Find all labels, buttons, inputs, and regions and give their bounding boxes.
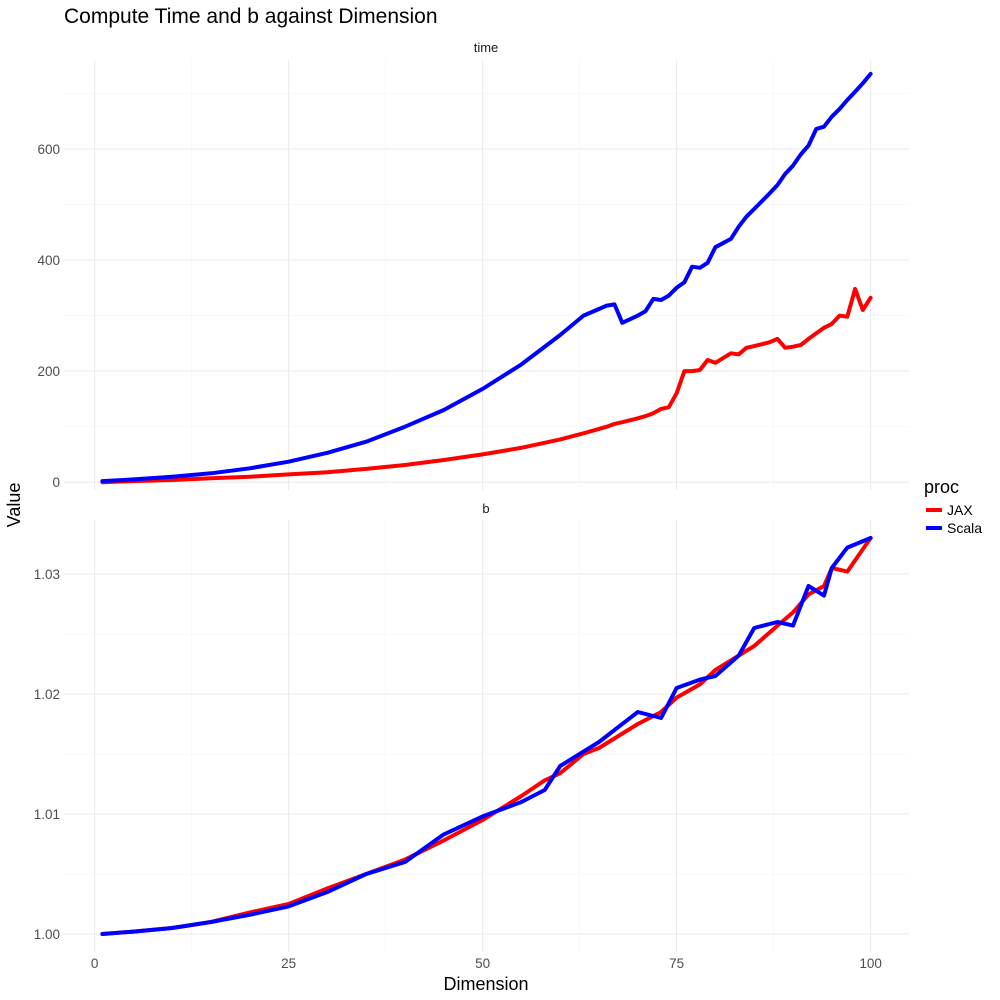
- y-tick-label: 1.00: [34, 927, 60, 942]
- series-line-scala: [100, 71, 873, 484]
- y-tick-label: 0: [52, 475, 60, 490]
- x-tick-label: 0: [91, 956, 99, 971]
- y-tick-label: 400: [37, 253, 60, 268]
- panel-b: b 1.00 1.01 1.02 1.03 0 25 50 75 100: [34, 501, 909, 971]
- y-tick-label: 600: [37, 142, 60, 157]
- chart-title: Compute Time and b against Dimension: [64, 5, 438, 28]
- panel-strip-label: b: [482, 501, 489, 516]
- legend-item-scala: Scala: [926, 520, 982, 536]
- legend: proc JAX Scala: [924, 477, 982, 536]
- y-tick-label: 1.02: [34, 687, 60, 702]
- y-axis-title: Value: [4, 483, 24, 528]
- panel-strip-label: time: [474, 40, 499, 55]
- x-tick-label: 50: [475, 956, 490, 971]
- x-tick-label: 100: [859, 956, 882, 971]
- legend-items: JAX Scala: [926, 502, 982, 536]
- series-line-scala: [100, 536, 873, 936]
- series-line-jax: [100, 286, 873, 485]
- x-axis-title: Dimension: [443, 974, 528, 994]
- legend-title: proc: [924, 477, 959, 497]
- x-tick-label: 25: [281, 956, 296, 971]
- y-tick-label: 1.01: [34, 807, 60, 822]
- x-tick-label: 75: [669, 956, 684, 971]
- panel-time: time 0 200 400 600: [37, 40, 909, 490]
- y-tick-label: 200: [37, 364, 60, 379]
- panels: time 0 200 400 600 b 1.00 1.01 1.02 1.03 0 25 50 75 10…: [34, 40, 909, 971]
- y-tick-label: 1.03: [34, 567, 60, 582]
- legend-label: Scala: [947, 520, 982, 536]
- series-line-jax: [100, 536, 873, 936]
- legend-item-jax: JAX: [926, 502, 973, 518]
- legend-label: JAX: [947, 502, 973, 518]
